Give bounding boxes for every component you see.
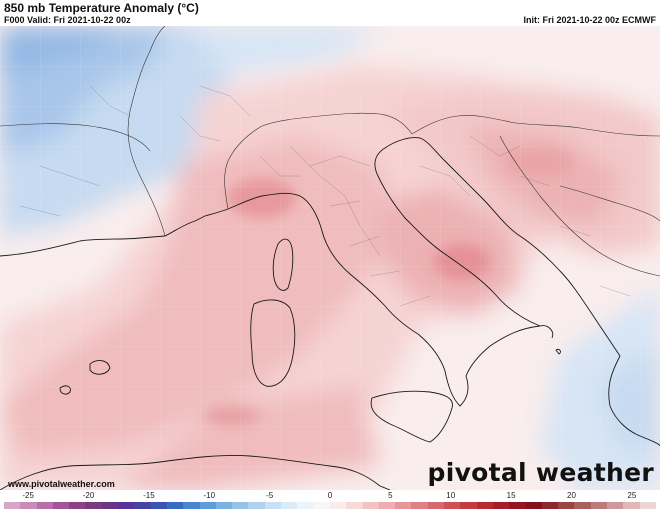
- colorbar-tick-label: 25: [627, 491, 637, 500]
- map-header: 850 mb Temperature Anomaly (°C) F000 Val…: [0, 0, 660, 26]
- colorbar-swatch: [444, 502, 461, 509]
- colorbar-swatch: [476, 502, 493, 509]
- colorbar-swatch: [509, 502, 526, 509]
- colorbar-swatch: [20, 502, 37, 509]
- admin-boundaries: [19, 85, 631, 307]
- colorbar-swatch: [378, 502, 396, 509]
- colorbar-tick-label: -10: [203, 491, 216, 500]
- colorbar-swatch: [166, 502, 184, 509]
- colorbar-tick-label: 10: [446, 491, 456, 500]
- colorbar-tick-label: 20: [567, 491, 576, 500]
- colorbar-swatch: [150, 502, 167, 509]
- colorbar-swatch: [215, 502, 233, 509]
- colorbar-swatch: [85, 502, 102, 509]
- colorbar-swatch: [313, 502, 330, 509]
- colorbar-tick-label: -15: [143, 491, 155, 500]
- colorbar-tick-label: 15: [506, 491, 516, 500]
- colorbar-tick-label: -20: [82, 491, 95, 500]
- init-time: Init: Fri 2021-10-22 00z ECMWF: [523, 15, 656, 25]
- valid-time: F000 Valid: Fri 2021-10-22 00z: [4, 15, 131, 25]
- colorbar-strip: [4, 502, 656, 509]
- colorbar-swatch: [606, 502, 624, 509]
- colorbar: -25 -20 -15 -10 -5 0 5 10 15 20 25: [0, 490, 660, 510]
- pivotal-weather-url[interactable]: www.pivotalweather.com: [8, 479, 115, 489]
- colorbar-swatch: [199, 502, 216, 509]
- colorbar-swatch: [281, 502, 298, 509]
- colorbar-swatch: [101, 502, 119, 509]
- colorbar-swatch: [574, 502, 591, 509]
- colorbar-swatch: [52, 502, 70, 509]
- colorbar-swatch: [4, 502, 21, 509]
- colorbar-swatch: [541, 502, 559, 509]
- colorbar-swatch: [639, 502, 656, 509]
- colorbar-swatch: [395, 502, 412, 509]
- colorbar-swatch: [36, 502, 53, 509]
- colorbar-swatch: [134, 502, 151, 509]
- colorbar-swatch: [69, 502, 86, 509]
- colorbar-swatch: [590, 502, 607, 509]
- colorbar-swatch: [297, 502, 314, 509]
- colorbar-swatch: [427, 502, 445, 509]
- temperature-anomaly-map[interactable]: [0, 26, 660, 490]
- lat-lon-grid: [0, 26, 660, 490]
- colorbar-swatch: [329, 502, 347, 509]
- colorbar-swatch: [232, 502, 249, 509]
- colorbar-swatch: [183, 502, 200, 509]
- colorbar-swatch: [525, 502, 542, 509]
- colorbar-swatch: [492, 502, 510, 509]
- colorbar-swatch: [118, 502, 135, 509]
- colorbar-swatch: [346, 502, 363, 509]
- colorbar-tick-label: -25: [22, 491, 34, 500]
- colorbar-swatch: [264, 502, 282, 509]
- colorbar-swatch: [411, 502, 428, 509]
- colorbar-swatch: [248, 502, 265, 509]
- colorbar-tick-label: 0: [327, 491, 333, 500]
- country-borders: [0, 26, 660, 277]
- colorbar-tick-label: 5: [388, 491, 393, 500]
- colorbar-swatch: [362, 502, 379, 509]
- colorbar-swatch: [623, 502, 640, 509]
- colorbar-swatch: [558, 502, 575, 509]
- map-title: 850 mb Temperature Anomaly (°C): [4, 1, 199, 15]
- coastlines: [0, 137, 660, 490]
- pivotal-weather-logo: pivotal weather: [427, 458, 654, 487]
- colorbar-tick-label: -5: [266, 491, 274, 500]
- colorbar-swatch: [460, 502, 477, 509]
